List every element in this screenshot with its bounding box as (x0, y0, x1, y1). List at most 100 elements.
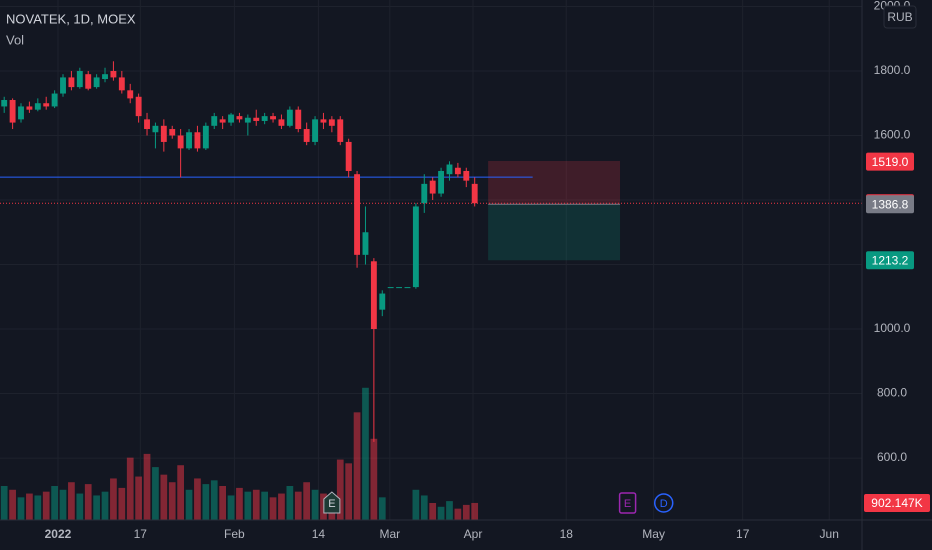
candle-body (471, 183, 478, 204)
volume-bar (454, 508, 462, 520)
volume-bar (42, 491, 50, 520)
candle-body (85, 74, 92, 89)
volume-bar (412, 489, 420, 520)
volume-bar (353, 412, 361, 520)
candle-body (404, 287, 411, 289)
candle-body (261, 116, 268, 121)
event-label: E (624, 498, 631, 510)
volume-bar (110, 478, 117, 520)
volume-bar (101, 491, 109, 520)
volume-bar (261, 491, 269, 520)
candle-body (312, 119, 318, 142)
volume-bar (168, 482, 176, 520)
candle-body (303, 129, 310, 142)
candle-body (438, 170, 445, 194)
volume-bar (462, 504, 470, 520)
price-label: 1213.2 (872, 253, 909, 267)
candle-body (379, 293, 386, 310)
reward-zone (488, 204, 621, 261)
volume-bar (437, 506, 445, 520)
volume-bar (143, 453, 151, 520)
price-label: 1519.0 (872, 155, 909, 169)
x-tick-label: Jun (820, 527, 839, 541)
volume-label-box (864, 493, 930, 512)
candle-body (337, 119, 344, 142)
volume-bar (152, 467, 159, 520)
candle-body (412, 206, 419, 288)
risk-zone (488, 160, 621, 205)
volume-bar (420, 495, 428, 520)
event-shape (653, 493, 674, 513)
candle-body (26, 106, 33, 110)
y-tick-label: 1600.0 (874, 128, 911, 142)
candle-body (102, 74, 108, 80)
candle-body (387, 287, 394, 289)
volume-bar (51, 486, 58, 520)
candle-body (463, 170, 470, 181)
y-tick-label: 600.0 (877, 450, 907, 464)
x-tick-label: Mar (379, 527, 400, 541)
price-label-box (866, 195, 914, 214)
event-marker[interactable]: D (653, 493, 674, 513)
volume-bar (177, 465, 184, 520)
candle-body (144, 119, 150, 130)
volume-bar (429, 503, 437, 520)
candle-body (278, 119, 285, 126)
volume-bar (17, 497, 25, 520)
event-marker[interactable]: E (618, 492, 637, 514)
candle-body (236, 116, 243, 120)
volume-bar (471, 502, 479, 520)
event-marker[interactable]: E (323, 491, 341, 514)
volume-bar (210, 480, 218, 520)
currency-box[interactable] (883, 5, 917, 29)
volume-bar (311, 489, 319, 520)
candle-body (446, 164, 453, 175)
volume-bar (185, 489, 193, 520)
x-tick-label: Apr (464, 527, 483, 541)
y-tick-label: 800.0 (877, 386, 907, 400)
volume-bar (269, 497, 277, 520)
price-label-box (866, 152, 914, 171)
volume-bar (0, 486, 8, 520)
volume-label: 902.147K (871, 496, 922, 510)
event-label: E (328, 498, 335, 510)
candle-body (228, 114, 234, 123)
candle-body (127, 90, 134, 99)
event-shape (618, 492, 637, 514)
volume-bar (9, 489, 16, 520)
volume-bar (34, 495, 42, 520)
x-tick-label: Feb (224, 527, 245, 541)
x-tick-label: May (642, 527, 665, 541)
volume-bar (336, 459, 344, 520)
candle-body (135, 96, 142, 117)
candle-body (1, 100, 8, 107)
candle-body (194, 132, 201, 149)
candle-body (211, 116, 218, 126)
price-label-box (866, 251, 914, 270)
volume-bar (227, 495, 235, 520)
volume-bar (26, 493, 33, 520)
candle-body (152, 125, 159, 133)
volume-bar (219, 486, 227, 520)
volume-bar (370, 438, 378, 520)
volume-bar (244, 491, 252, 520)
axes: 600.0800.01000.01200.01400.01600.01800.0… (45, 0, 930, 541)
y-tick-label: 1800.0 (874, 63, 911, 77)
volume-bar (194, 478, 201, 520)
candle-body (362, 232, 369, 255)
volume-bar (252, 489, 260, 520)
candle-body (328, 119, 335, 126)
candle-body (60, 77, 66, 94)
x-tick-label: 2022 (45, 527, 72, 541)
candle-body (345, 141, 352, 171)
volume-bar (118, 487, 126, 520)
candle-body (295, 109, 302, 130)
volume-bar (202, 484, 210, 520)
candle-body (160, 125, 167, 142)
volume-bar (236, 487, 243, 520)
candle-body (34, 103, 41, 110)
event-shape (323, 491, 341, 514)
chart-title: NOVATEK, 1D, MOEX (6, 11, 136, 26)
